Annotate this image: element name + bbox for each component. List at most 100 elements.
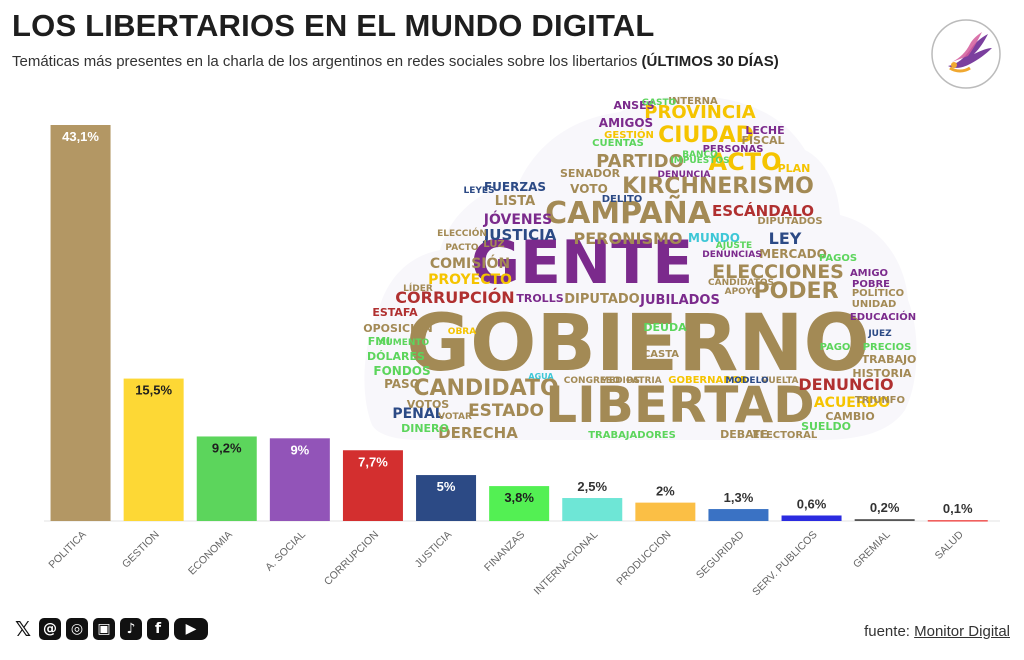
- bar-value-label: 1,3%: [724, 490, 754, 505]
- x-tick-label: A. SOCIAL: [263, 529, 308, 574]
- word-cloud-word: JUSTICIA: [483, 226, 557, 244]
- word-cloud-word: DERECHA: [438, 424, 518, 442]
- x-tick-label: SALUD: [933, 528, 967, 562]
- subtitle-period: (ÚLTIMOS 30 DÍAS): [641, 53, 779, 70]
- facebook-icon[interactable]: f: [147, 618, 169, 640]
- word-cloud-word: FUERZAS: [484, 180, 546, 194]
- word-cloud-word: GOBIERNO: [406, 299, 870, 389]
- word-cloud-word: VOTAR: [438, 412, 472, 422]
- word-cloud-word: JUBILADOS: [639, 293, 720, 308]
- word-cloud-word: LEYES: [463, 186, 494, 196]
- monitor-digital-logo: [931, 19, 1001, 89]
- word-cloud-word: AUMENTO: [379, 338, 430, 348]
- bar-value-label: 2,5%: [577, 479, 607, 494]
- word-cloud-word: CIUDAD: [658, 123, 754, 148]
- source-credit: fuente: Monitor Digital: [864, 623, 1010, 640]
- bar-gestion: [123, 378, 184, 521]
- gallery-icon[interactable]: ▣: [93, 618, 115, 640]
- bar-seguridad: [708, 509, 769, 521]
- bar-value-label: 0,6%: [797, 496, 827, 511]
- word-cloud-word: APOYO: [725, 287, 760, 297]
- word-cloud-word: CANDIDATOS: [708, 278, 774, 288]
- source-link[interactable]: Monitor Digital: [914, 623, 1010, 640]
- page-title: LOS LIBERTARIOS EN EL MUNDO DIGITAL: [12, 8, 655, 43]
- word-cloud-word: GOBERNADOR: [668, 375, 748, 386]
- word-cloud-word: FONDOS: [373, 364, 430, 378]
- word-cloud-word: ESTAFA: [372, 306, 418, 319]
- instagram-icon[interactable]: ◎: [66, 618, 88, 640]
- word-cloud-word: CUENTAS: [592, 138, 644, 149]
- word-cloud-word: TROLLS: [516, 292, 563, 305]
- bar-value-label: 9,2%: [212, 440, 242, 455]
- word-cloud-background: [364, 95, 917, 440]
- word-cloud-word: LISTA: [495, 194, 535, 209]
- word-cloud-word: VOTO: [570, 182, 608, 196]
- word-cloud-word: POLÍTICO: [852, 286, 904, 299]
- word-cloud-word: PRECIOS: [863, 342, 912, 353]
- bar-value-label: 15,5%: [135, 383, 172, 398]
- word-cloud-word: KIRCHNERISMO: [622, 174, 814, 199]
- word-cloud-word: HISTORIA: [852, 367, 912, 380]
- word-cloud-word: PODER: [753, 279, 838, 304]
- word-cloud-word: DEBATE: [720, 428, 768, 441]
- threads-icon[interactable]: @: [39, 618, 61, 640]
- word-cloud-word: CORRUPCIÓN: [395, 288, 514, 307]
- youtube-icon[interactable]: ▶: [174, 618, 208, 640]
- word-cloud-word: GASTO: [642, 98, 677, 108]
- bar-value-label: 9%: [290, 442, 309, 457]
- bar-produccion: [635, 502, 696, 521]
- x-tick-label: GESTION: [120, 529, 162, 571]
- bar-value-label: 0,1%: [943, 501, 973, 516]
- word-cloud-word: COMISIÓN: [430, 254, 510, 272]
- bar-salud: [927, 520, 988, 522]
- word-cloud-word: ACTO: [709, 148, 782, 176]
- x-tick-label: POLITICA: [46, 529, 88, 571]
- word-cloud-word: TRABAJADORES: [588, 430, 676, 441]
- bar-a-social: [269, 438, 330, 521]
- x-tick-label: SEGURIDAD: [694, 528, 747, 581]
- word-cloud-word: GENTE: [471, 228, 693, 298]
- x-tick-label: INTERNACIONAL: [532, 529, 601, 598]
- x-tick-label: SERV. PUBLICOS: [750, 529, 820, 599]
- bar-politica: [50, 125, 111, 521]
- word-cloud-word: FISCAL: [741, 134, 784, 147]
- bar-value-label: 43,1%: [62, 129, 99, 144]
- bar-gremial: [854, 519, 915, 521]
- word-cloud-word: ELECCIONES: [712, 261, 844, 283]
- word-cloud-word: DIPUTADOS: [757, 216, 822, 227]
- page-subtitle: Temáticas más presentes en la charla de …: [12, 53, 779, 70]
- word-cloud-word: LIBERTAD: [545, 376, 814, 434]
- word-cloud-word: DINERO: [401, 422, 449, 435]
- word-cloud-word: PERONISMO: [574, 229, 683, 248]
- x-tick-label: FINANZAS: [482, 529, 527, 574]
- bar-serv-publicos: [781, 515, 842, 521]
- x-tick-label: GREMIAL: [851, 529, 893, 571]
- word-cloud-word: ESCÁNDALO: [712, 201, 814, 220]
- word-cloud-word: DÓLARES: [367, 350, 425, 363]
- word-cloud-word: LUZ: [483, 239, 504, 250]
- tiktok-icon[interactable]: ♪: [120, 618, 142, 640]
- word-cloud-word: PAGOS: [819, 253, 857, 264]
- word-cloud-word: PARTIDO: [596, 151, 684, 172]
- word-cloud-word: PASO: [384, 377, 420, 391]
- word-cloud-word: SUELDO: [801, 420, 851, 433]
- x-tick-label: ECONOMIA: [186, 529, 235, 578]
- bar-corrupcion: [342, 450, 403, 521]
- word-cloud-word: LÍDER: [403, 282, 433, 294]
- word-cloud-word: PATRIA: [626, 376, 661, 386]
- bar-value-label: 0,2%: [870, 500, 900, 515]
- social-icons: 𝕏 @ ◎ ▣ ♪ f ▶: [12, 617, 208, 641]
- word-cloud-word: DENUNCIÓ: [798, 375, 893, 394]
- word-cloud-word: LEY: [769, 229, 802, 248]
- word-cloud-word: OPOSICIÓN: [363, 322, 433, 335]
- word-cloud-word: ELECTORAL: [753, 430, 818, 441]
- word-cloud-word: VUELTA: [761, 376, 798, 386]
- word-cloud-word: MEDIOS: [600, 376, 640, 386]
- word-cloud-word: ELECCIÓN: [437, 227, 487, 239]
- x-icon[interactable]: 𝕏: [12, 617, 34, 641]
- word-cloud-word: DENUNCIA: [658, 170, 711, 180]
- word-cloud-word: AMIGOS: [599, 116, 653, 130]
- word-cloud-word: ANSES: [613, 99, 654, 112]
- word-cloud-word: PAGO: [820, 342, 851, 353]
